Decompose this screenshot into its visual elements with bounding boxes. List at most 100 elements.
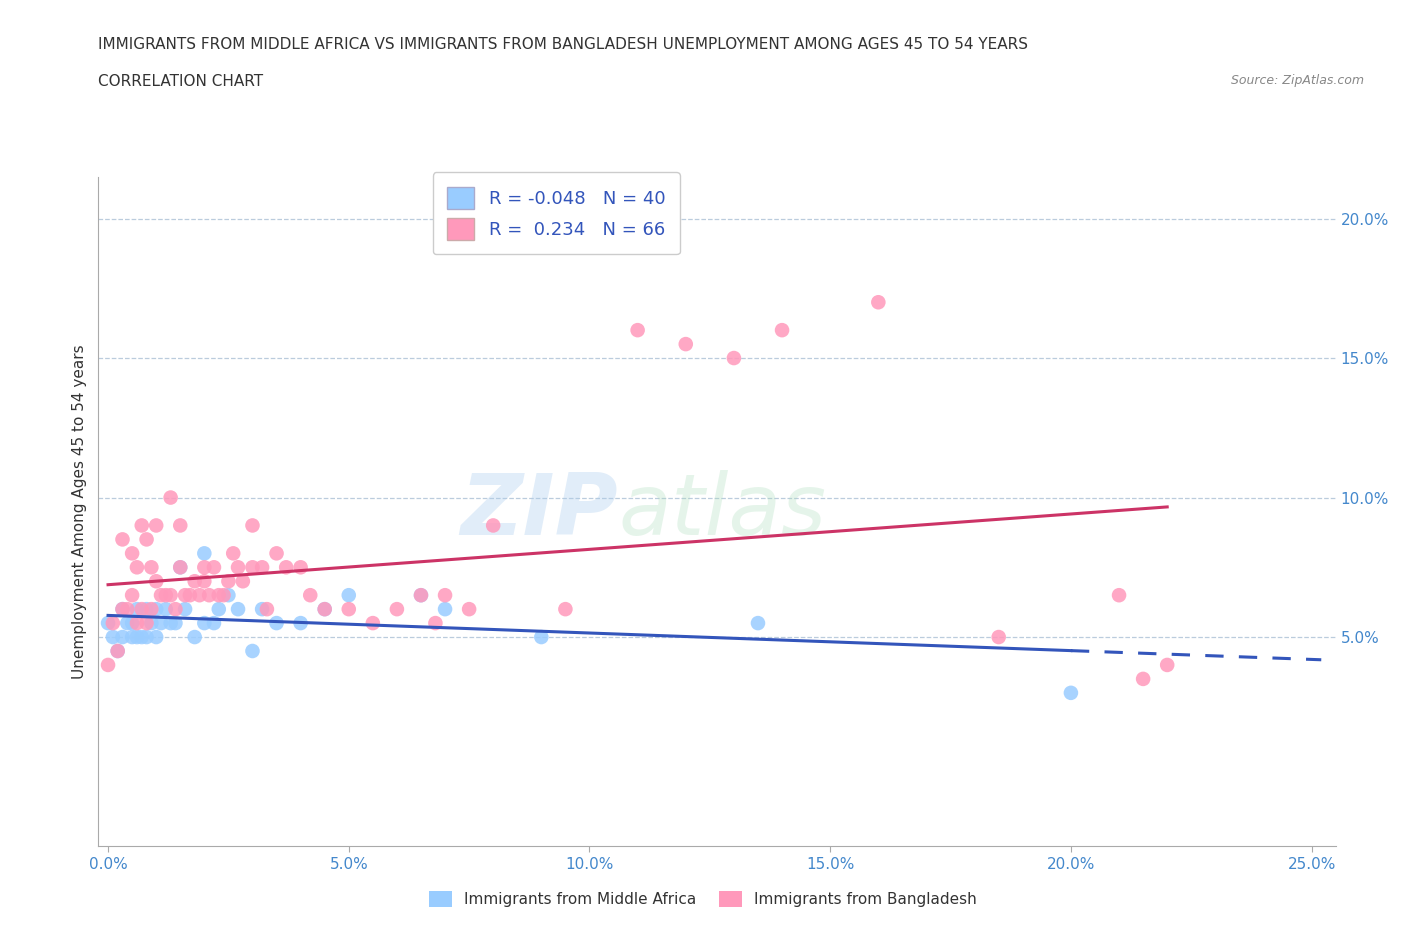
Point: [290, 560, 312, 575]
Point: [169, 518, 191, 533]
Point: [250, 560, 273, 575]
Point: [111, 602, 134, 617]
Point: [145, 518, 167, 533]
Point: [1060, 685, 1083, 700]
Point: [217, 588, 239, 603]
Point: [193, 616, 215, 631]
Point: [141, 602, 163, 617]
Point: [141, 560, 163, 575]
Point: [155, 588, 177, 603]
Point: [482, 518, 505, 533]
Point: [409, 588, 432, 603]
Point: [458, 602, 481, 617]
Point: [290, 616, 312, 631]
Point: [242, 518, 264, 533]
Point: [121, 546, 143, 561]
Point: [145, 602, 167, 617]
Point: [117, 602, 139, 617]
Point: [159, 490, 181, 505]
Point: [145, 630, 167, 644]
Point: [97, 658, 120, 672]
Point: [165, 616, 187, 631]
Point: [150, 616, 173, 631]
Point: [226, 602, 249, 617]
Point: [530, 630, 553, 644]
Point: [409, 588, 432, 603]
Point: [987, 630, 1010, 644]
Point: [314, 602, 336, 617]
Point: [202, 616, 225, 631]
Text: Source: ZipAtlas.com: Source: ZipAtlas.com: [1230, 74, 1364, 87]
Point: [125, 630, 148, 644]
Point: [121, 630, 143, 644]
Point: [174, 588, 197, 603]
Point: [276, 560, 298, 575]
Point: [125, 616, 148, 631]
Point: [434, 588, 457, 603]
Y-axis label: Unemployment Among Ages 45 to 54 years: Unemployment Among Ages 45 to 54 years: [72, 344, 87, 679]
Point: [135, 616, 157, 631]
Point: [337, 602, 360, 617]
Point: [198, 588, 221, 603]
Point: [111, 602, 134, 617]
Point: [193, 546, 215, 561]
Point: [1132, 671, 1154, 686]
Point: [169, 560, 191, 575]
Point: [256, 602, 278, 617]
Point: [1156, 658, 1178, 672]
Point: [868, 295, 890, 310]
Point: [101, 630, 124, 644]
Point: [183, 574, 205, 589]
Point: [217, 574, 239, 589]
Point: [135, 532, 157, 547]
Point: [125, 560, 148, 575]
Point: [111, 630, 134, 644]
Point: [385, 602, 408, 617]
Point: [131, 518, 153, 533]
Point: [131, 630, 153, 644]
Point: [250, 602, 273, 617]
Point: [174, 602, 197, 617]
Point: [193, 574, 215, 589]
Point: [208, 602, 231, 617]
Point: [141, 616, 163, 631]
Point: [131, 602, 153, 617]
Point: [242, 644, 264, 658]
Point: [145, 574, 167, 589]
Point: [121, 616, 143, 631]
Point: [159, 616, 181, 631]
Point: [554, 602, 576, 617]
Text: atlas: atlas: [619, 470, 827, 553]
Point: [135, 630, 157, 644]
Text: CORRELATION CHART: CORRELATION CHART: [98, 74, 263, 89]
Point: [169, 560, 191, 575]
Point: [434, 602, 457, 617]
Point: [101, 616, 124, 631]
Point: [188, 588, 211, 603]
Point: [107, 644, 129, 658]
Point: [627, 323, 650, 338]
Point: [266, 616, 288, 631]
Text: IMMIGRANTS FROM MIDDLE AFRICA VS IMMIGRANTS FROM BANGLADESH UNEMPLOYMENT AMONG A: IMMIGRANTS FROM MIDDLE AFRICA VS IMMIGRA…: [98, 37, 1028, 52]
Point: [111, 532, 134, 547]
Point: [121, 588, 143, 603]
Point: [1108, 588, 1130, 603]
Point: [159, 588, 181, 603]
Point: [125, 602, 148, 617]
Legend: R = -0.048   N = 40, R =  0.234   N = 66: R = -0.048 N = 40, R = 0.234 N = 66: [433, 172, 679, 254]
Point: [208, 588, 231, 603]
Text: ZIP: ZIP: [460, 470, 619, 553]
Point: [226, 560, 249, 575]
Point: [97, 616, 120, 631]
Point: [314, 602, 336, 617]
Point: [337, 588, 360, 603]
Point: [242, 560, 264, 575]
Point: [107, 644, 129, 658]
Legend: Immigrants from Middle Africa, Immigrants from Bangladesh: Immigrants from Middle Africa, Immigrant…: [423, 884, 983, 913]
Point: [425, 616, 447, 631]
Point: [361, 616, 384, 631]
Point: [193, 560, 215, 575]
Point: [675, 337, 697, 352]
Point: [232, 574, 254, 589]
Point: [723, 351, 745, 365]
